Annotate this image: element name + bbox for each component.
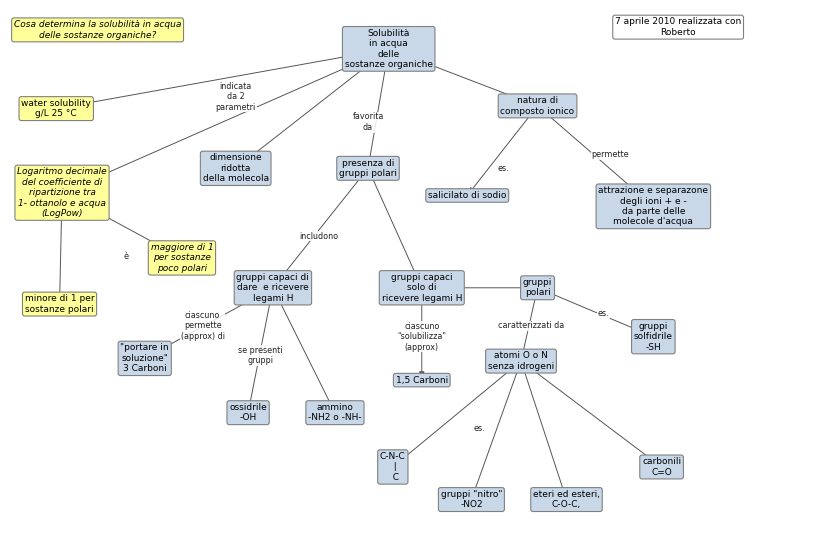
Text: natura di
composto ionico: natura di composto ionico: [500, 96, 575, 116]
Text: atomi O o N
senza idrogeni: atomi O o N senza idrogeni: [488, 351, 554, 371]
Text: "portare in
soluzione"
3 Carboni: "portare in soluzione" 3 Carboni: [121, 344, 169, 373]
Text: gruppi capaci di
dare  e ricevere
legami H: gruppi capaci di dare e ricevere legami …: [237, 273, 309, 302]
Text: es.: es.: [497, 164, 509, 173]
Text: permette: permette: [591, 150, 629, 159]
Text: es.: es.: [474, 425, 485, 433]
Text: Cosa determina la solubilità in acqua
delle sostanze organiche?: Cosa determina la solubilità in acqua de…: [14, 20, 181, 40]
Text: attrazione e separazone
degli ioni + e -
da parte delle
molecole d'acqua: attrazione e separazone degli ioni + e -…: [598, 186, 709, 226]
Text: caratterizzati da: caratterizzati da: [498, 321, 564, 330]
Text: favorita
da: favorita da: [352, 112, 384, 132]
Text: eteri ed esteri,
C-O-C,: eteri ed esteri, C-O-C,: [533, 490, 600, 509]
Text: gruppi capaci
solo di
ricevere legami H: gruppi capaci solo di ricevere legami H: [381, 273, 462, 302]
Text: ciascuno
permette
(approx) di: ciascuno permette (approx) di: [180, 311, 225, 340]
Text: carbonili
C=O: carbonili C=O: [642, 457, 681, 477]
Text: es.: es.: [598, 310, 609, 318]
Text: water solubility
g/L 25 °C: water solubility g/L 25 °C: [22, 99, 91, 118]
Text: salicilato di sodio: salicilato di sodio: [428, 191, 506, 200]
Text: ossidrile
-OH: ossidrile -OH: [229, 403, 267, 422]
Text: minore di 1 per
sostanze polari: minore di 1 per sostanze polari: [25, 294, 94, 314]
Text: ammino
-NH2 o -NH-: ammino -NH2 o -NH-: [308, 403, 361, 422]
Text: è: è: [123, 252, 128, 261]
Text: gruppi "nitro"
-NO2: gruppi "nitro" -NO2: [441, 490, 502, 509]
Text: 1,5 Carboni: 1,5 Carboni: [395, 376, 448, 384]
Text: includono: includono: [299, 232, 338, 241]
Text: gruppi
polari: gruppi polari: [523, 278, 552, 298]
Text: Solubilità
in acqua
delle
sostanze organiche: Solubilità in acqua delle sostanze organ…: [345, 29, 433, 69]
Text: indicata
da 2
parametri: indicata da 2 parametri: [216, 82, 256, 111]
Text: se presenti
gruppi: se presenti gruppi: [238, 346, 283, 365]
Text: dimensione
ridotta
della molecola: dimensione ridotta della molecola: [203, 154, 269, 183]
Text: ciascuno
"solubilizza"
(approx): ciascuno "solubilizza" (approx): [397, 322, 447, 351]
Text: maggiore di 1
per sostanze
poco polari: maggiore di 1 per sostanze poco polari: [151, 243, 213, 273]
Text: gruppi
solfidrile
-SH: gruppi solfidrile -SH: [633, 322, 673, 351]
Text: 7 aprile 2010 realizzata con
Roberto: 7 aprile 2010 realizzata con Roberto: [615, 17, 741, 37]
Text: Logaritmo decimale
del coefficiente di
ripartizione tra
1- ottanolo e acqua
(Log: Logaritmo decimale del coefficiente di r…: [17, 167, 107, 218]
Text: C-N-C
  |
  C: C-N-C | C: [380, 452, 406, 482]
Text: presenza di
gruppi polari: presenza di gruppi polari: [339, 159, 397, 178]
